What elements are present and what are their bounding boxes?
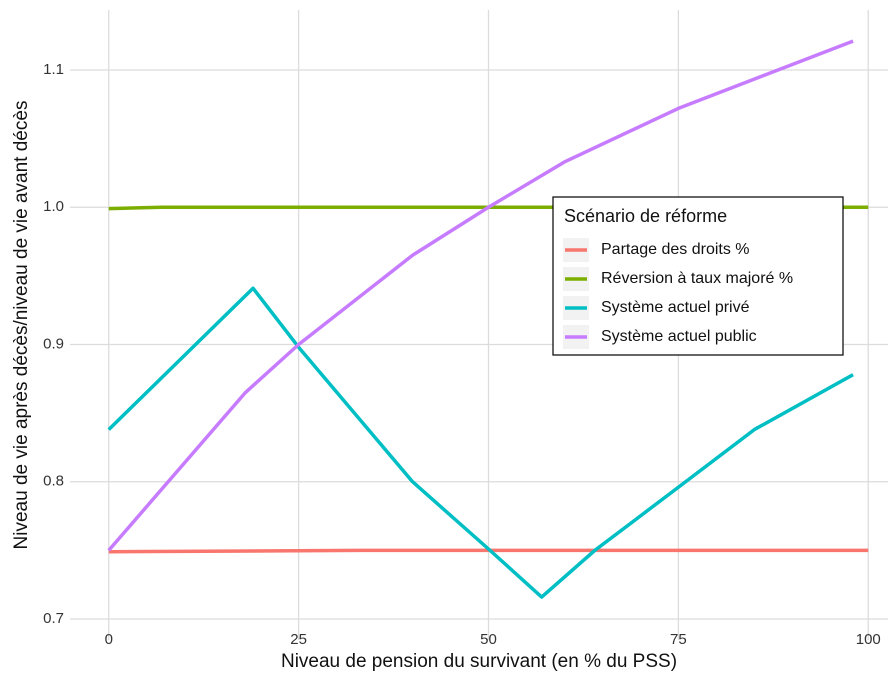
series-line (108, 548, 869, 554)
legend-label: Système actuel public (601, 328, 757, 345)
y-tick-label: 1.0 (43, 198, 64, 215)
x-tick-label: 0 (105, 631, 113, 648)
y-axis-title: Niveau de vie après décès/niveau de vie … (11, 101, 32, 550)
legend-label: Système actuel privé (601, 299, 750, 316)
x-axis-title: Niveau de pension du survivant (en % du … (281, 651, 677, 672)
x-tick-label: 100 (856, 631, 881, 648)
x-tick-label: 25 (290, 631, 307, 648)
legend-title: Scénario de réforme (564, 206, 727, 226)
series-line (107, 286, 854, 599)
series-line (107, 39, 854, 552)
legend-label: Partage des droits % (601, 241, 750, 258)
y-tick-label: 0.9 (43, 335, 64, 352)
x-tick-label: 50 (480, 631, 497, 648)
x-tick-label: 75 (670, 631, 687, 648)
legend-label: Réversion à taux majoré % (601, 270, 793, 287)
legend-box (552, 196, 844, 356)
y-tick-label: 1.1 (43, 61, 64, 78)
y-tick-label: 0.7 (43, 610, 64, 627)
y-tick-label: 0.8 (43, 473, 64, 490)
legend: Scénario de réforme Partage des droits % R… (552, 196, 844, 356)
